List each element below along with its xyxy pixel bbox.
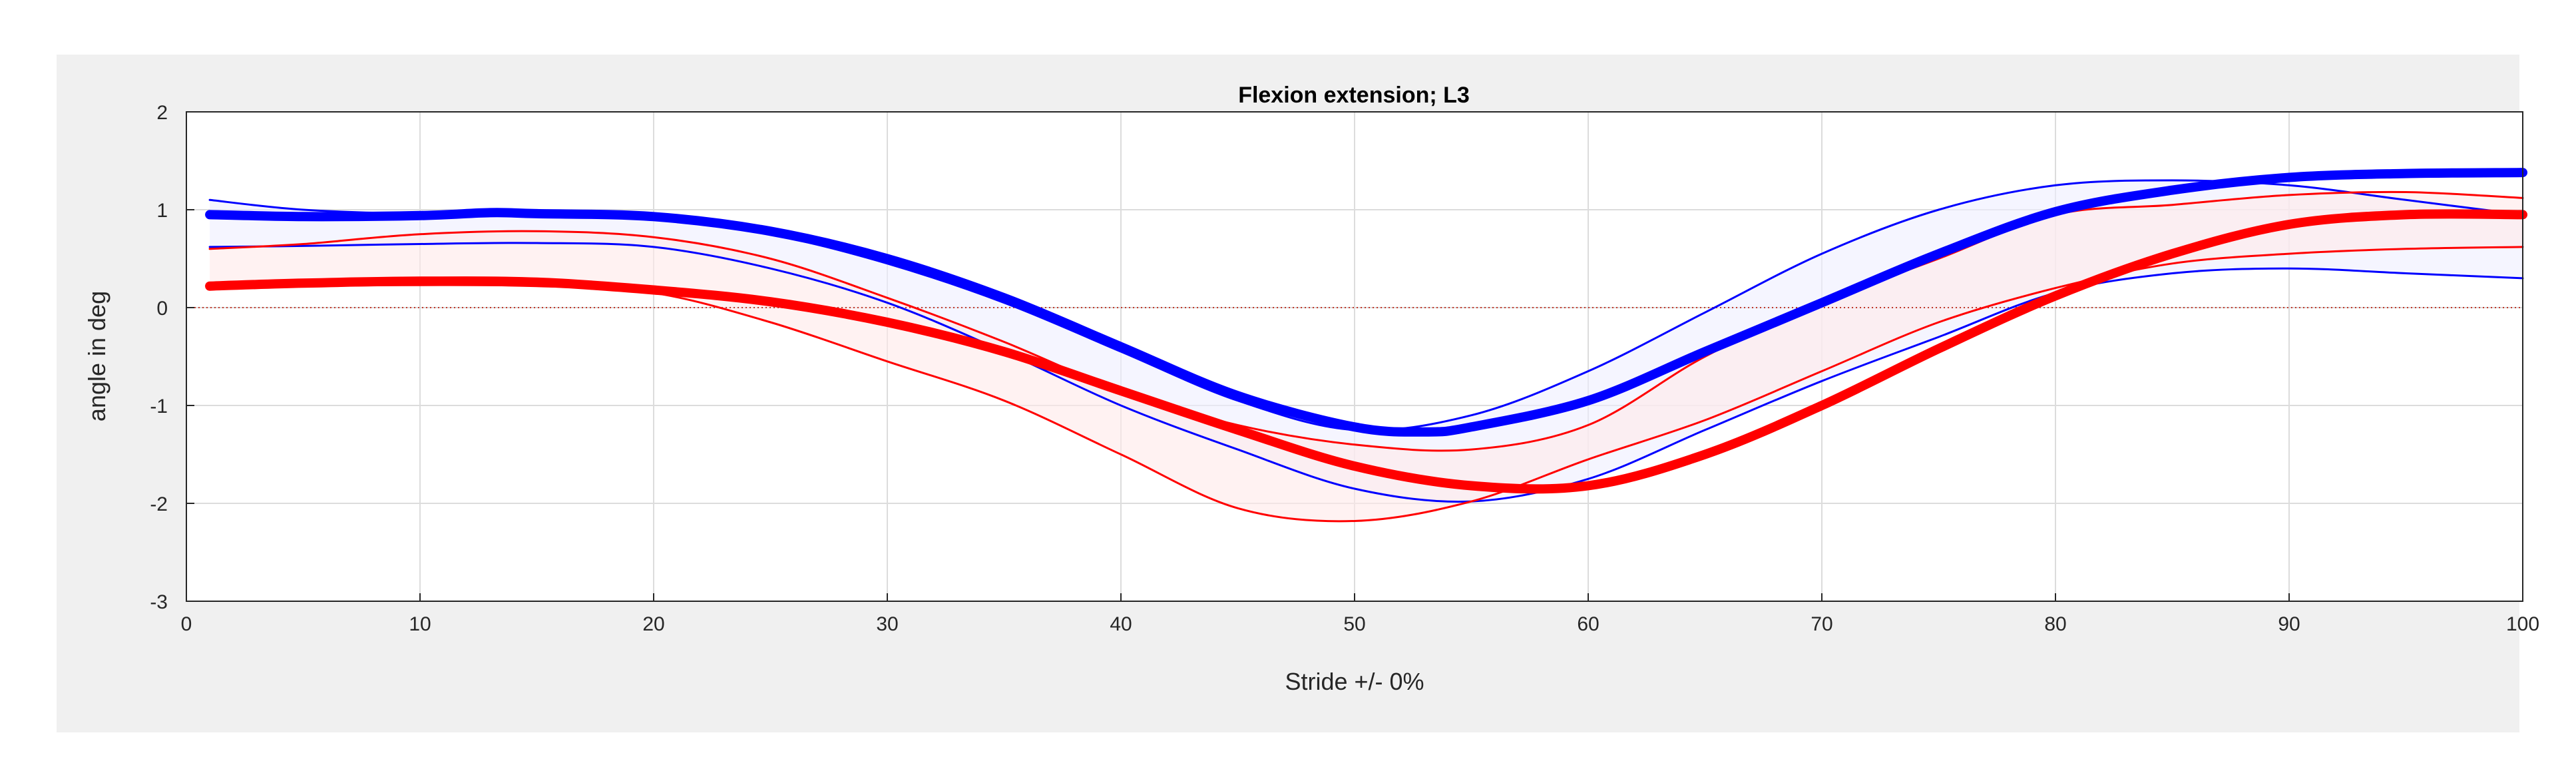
y-axis-label: angle in deg bbox=[83, 291, 110, 421]
x-tick-label: 30 bbox=[876, 613, 898, 635]
confidence-bands bbox=[210, 180, 2523, 521]
blue-mean-line bbox=[205, 168, 2527, 437]
x-tick-label: 80 bbox=[2044, 613, 2066, 635]
red-mean-line bbox=[205, 209, 2527, 494]
x-tick-label: 50 bbox=[1343, 613, 1365, 635]
blue-lower-line bbox=[208, 242, 2524, 503]
x-tick-label: 40 bbox=[1110, 613, 1132, 635]
x-axis-label: Stride +/- 0% bbox=[1285, 668, 1424, 695]
y-tick-label: -2 bbox=[150, 493, 168, 515]
y-tick-label: -1 bbox=[150, 395, 168, 417]
red-band-fill bbox=[210, 192, 2523, 521]
y-tick-label: 2 bbox=[156, 102, 168, 124]
red-upper-line bbox=[208, 190, 2524, 452]
y-axis-ticks: -3 -2 -1 0 1 2 bbox=[150, 102, 194, 613]
y-tick-label: 1 bbox=[156, 200, 168, 222]
chart-title: Flexion extension; L3 bbox=[1238, 83, 1470, 108]
mean-lines bbox=[205, 168, 2527, 494]
y-tick-label: 0 bbox=[156, 298, 168, 320]
x-tick-label: 0 bbox=[181, 613, 192, 635]
x-tick-label: 100 bbox=[2506, 613, 2539, 635]
x-tick-label: 10 bbox=[409, 613, 431, 635]
x-axis-ticks: 0 10 20 30 40 50 60 70 80 90 100 bbox=[181, 593, 2539, 635]
x-tick-label: 70 bbox=[1811, 613, 1832, 635]
x-tick-label: 60 bbox=[1577, 613, 1599, 635]
x-tick-label: 90 bbox=[2278, 613, 2300, 635]
x-tick-label: 20 bbox=[642, 613, 664, 635]
y-tick-label: -3 bbox=[150, 591, 168, 613]
